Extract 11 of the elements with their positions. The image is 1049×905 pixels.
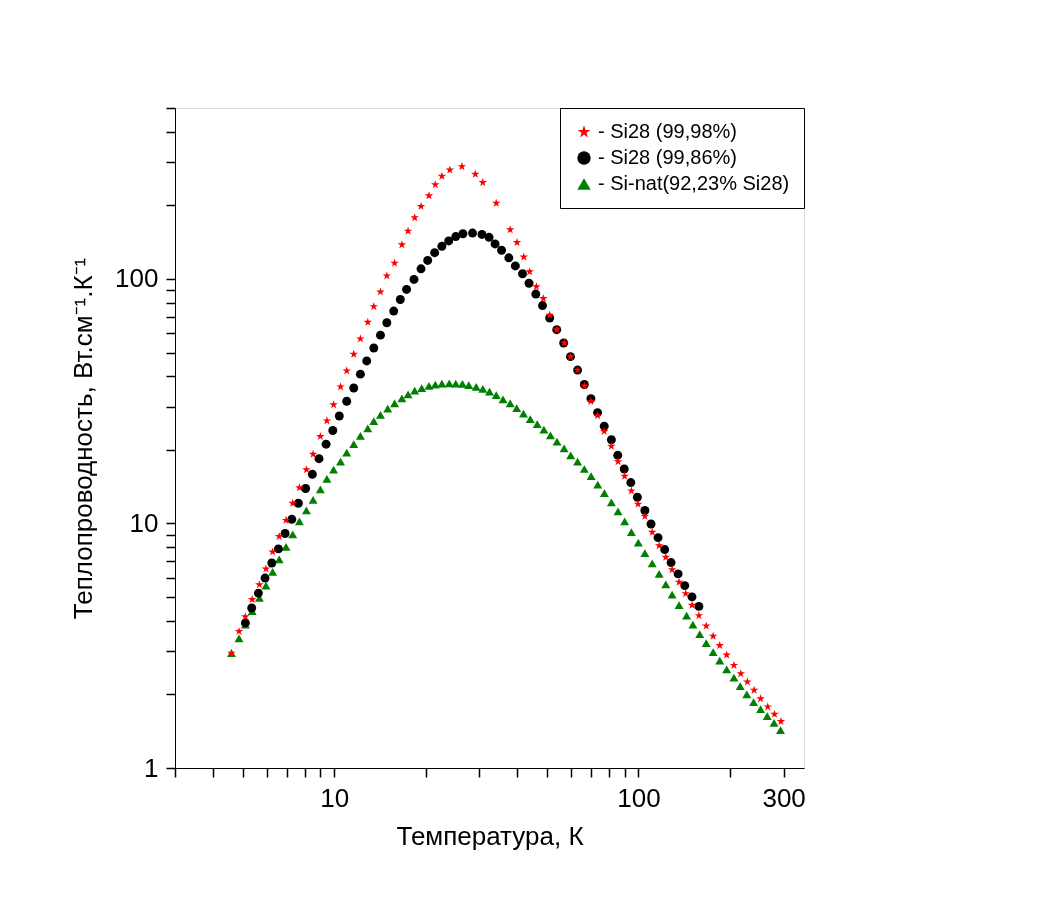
- y-tick-label: 1: [144, 752, 159, 783]
- legend-label: - Si28 (99,86%): [598, 146, 737, 168]
- legend-label: - Si28 (99,98%): [598, 120, 737, 142]
- y-tick-label: 10: [129, 507, 159, 538]
- x-tick-label: 100: [617, 782, 661, 813]
- y-tick-label: 100: [115, 263, 159, 294]
- y-axis-title: Теплопроводность, Вт.см⁻¹.К⁻¹: [68, 257, 99, 620]
- x-tick-label: 300: [762, 782, 806, 813]
- x-axis-title: Температура, К: [396, 820, 584, 851]
- x-tick-label: 10: [320, 782, 350, 813]
- legend-label: - Si-nat(92,23% Si28): [598, 172, 790, 194]
